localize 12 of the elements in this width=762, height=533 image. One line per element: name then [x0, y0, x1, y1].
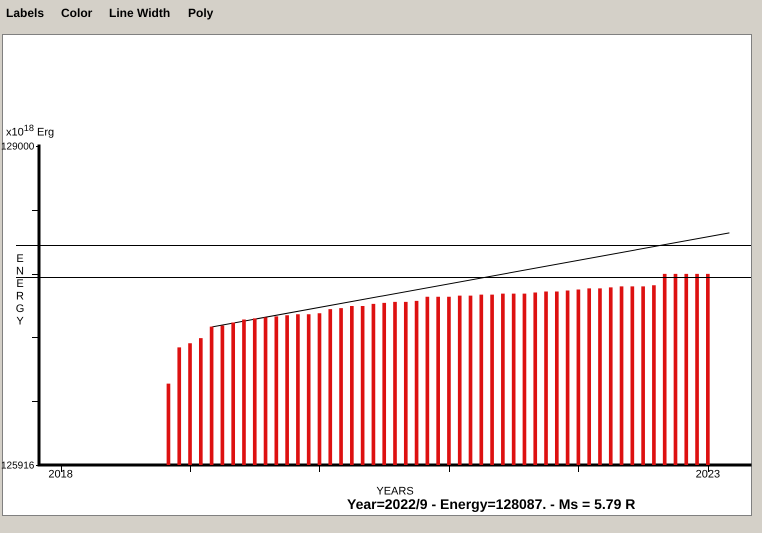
text: x10$^{18}$ Erg [6, 123, 54, 139]
text: Line Width [109, 6, 170, 20]
x-axis-title: YEARS [376, 485, 414, 498]
y-tick-label: 125916 [1, 460, 35, 472]
text: Poly [188, 6, 214, 20]
text: Year=2022/9 - Energy=128087. - Ms = 5.79 R [347, 496, 636, 512]
text: Color [61, 6, 92, 20]
x-tick-label: 2018 [48, 468, 73, 481]
x-tick-label: 2023 [696, 468, 720, 481]
y-tick-label: 129000 [1, 141, 35, 152]
text: Labels [6, 6, 44, 20]
y-axis-title: ENERGY [16, 252, 24, 328]
